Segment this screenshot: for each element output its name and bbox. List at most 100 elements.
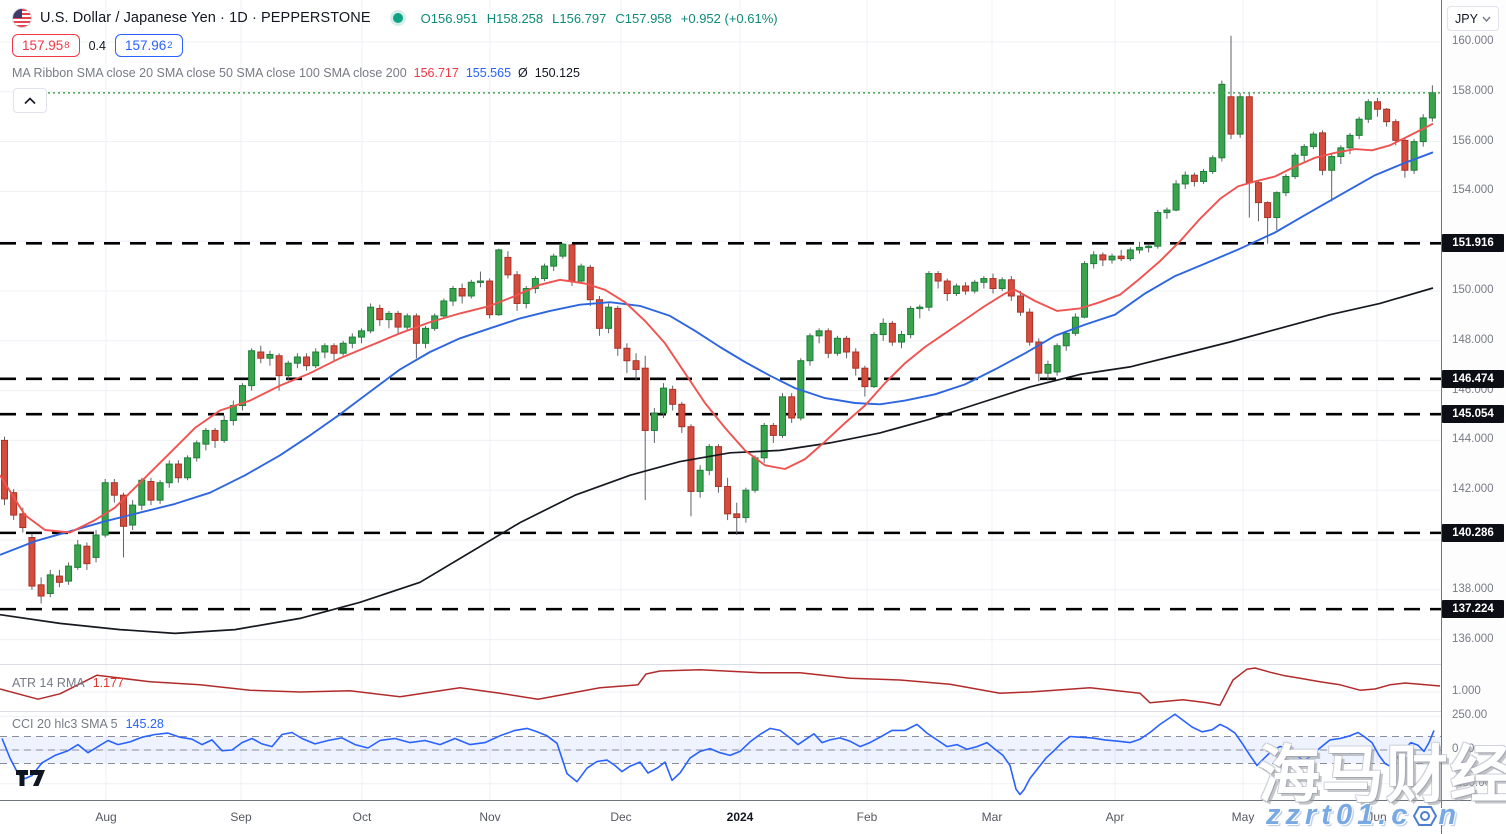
ma-ribbon-legend[interactable]: MA Ribbon SMA close 20 SMA close 50 SMA … [12,66,580,80]
candle-body [897,334,905,343]
candle-body [952,285,960,294]
chevron-up-icon [24,96,36,104]
price-tick-label: 158.000 [1452,84,1494,97]
pane-separator-atr[interactable] [0,664,1441,665]
candle-body [1126,249,1134,260]
candle-body [1355,118,1363,136]
candle-body [495,249,503,316]
ohlc-readout: O156.951 H158.258 L156.797 C157.958 +0.9… [421,11,778,26]
candle-body [714,446,722,487]
candle-body [1410,141,1418,171]
collapse-legend-button[interactable] [13,88,47,113]
symbol-title[interactable]: U.S. Dollar / Japanese Yen · 1D · PEPPER… [40,10,371,26]
candle-body [1392,121,1400,141]
candle-body [412,315,420,344]
candle-body [962,285,970,292]
candle-body [568,244,576,282]
price-level-badge: 140.286 [1442,523,1504,542]
atr-line [0,667,1441,706]
buy-ask-button[interactable]: 157.96 2 [114,34,183,57]
candle-body [110,482,118,496]
candle-body [632,360,640,370]
cci-tick-label: 250.00 [1452,709,1488,722]
cjk-watermark: 海马财经 [1258,741,1506,810]
price-tick-label: 138.000 [1452,582,1494,595]
currency-axis-selector[interactable]: JPY [1447,6,1499,31]
candle-body [339,342,347,354]
candle-body [742,489,750,519]
atr-legend[interactable]: ATR 14 RMA 1.177 [12,676,124,690]
candle-body [1383,108,1391,123]
candle-body [19,513,27,529]
candle-body [1282,175,1290,194]
candle-body [55,575,63,583]
candle-body [1190,174,1198,182]
candle-body [92,534,100,558]
site-watermark-suffix: n [1438,799,1462,831]
candle-body [101,482,109,536]
candle-body [751,457,759,491]
candle-body [193,442,201,459]
candle-body [769,424,777,436]
sma20-line [0,122,1434,534]
candle-body [1035,341,1043,374]
candle-body [65,565,73,582]
candle-body [403,315,411,328]
candle-body [705,446,713,471]
candle-body [202,429,210,445]
candle-body [550,255,558,267]
candle-body [440,300,448,317]
usd-flag-icon [12,8,32,28]
candle-body [824,330,832,354]
candle-body [367,306,375,332]
candle-body [257,351,265,359]
candle-body [1428,92,1436,119]
candle-body [238,385,246,407]
site-watermark-prefix: zzrt01.c [1266,799,1413,831]
price-level-badge: 145.054 [1442,405,1504,424]
sma20-value: 156.717 [413,66,459,80]
candle-body [1273,192,1281,219]
candle-body [513,274,521,304]
candle-body [1117,255,1125,260]
sma200-line [0,287,1434,635]
pane-separator-cci[interactable] [0,711,1441,712]
cci-tick-label: -250.00 [1452,776,1492,789]
candle-body [1007,279,1015,297]
price-tick-label: 160.000 [1452,35,1494,47]
candle-body [1181,174,1189,185]
time-axis-label: Oct [352,810,372,824]
cci-legend[interactable]: CCI 20 hlc3 SMA 5 145.28 [12,717,164,731]
time-axis-label: 2024 [726,810,754,824]
candle-body [284,362,292,377]
price-level-badge: 146.474 [1442,369,1504,388]
price-chart-canvas [0,0,1441,800]
candle-body [46,574,54,595]
price-axis[interactable]: JPY 160.000158.000156.000154.000152.0001… [1442,0,1506,800]
time-axis-label: May [1231,810,1255,824]
candle-body [147,480,155,501]
candle-body [1264,202,1272,219]
price-level-badge: 137.224 [1442,600,1504,619]
candle-body [577,265,585,282]
candle-body [1236,96,1244,135]
axis-separator [1441,0,1442,834]
candle-body [321,345,329,353]
candle-body [888,322,896,343]
tradingview-logo[interactable] [16,770,46,791]
cci-line [1,713,1435,796]
candle-body [522,288,530,304]
candle-body [1373,101,1381,110]
time-axis-label: Apr [1105,810,1125,824]
candle-body [28,537,36,587]
candle-body [815,330,823,337]
sell-bid-button[interactable]: 157.95 8 [12,34,80,57]
spread-value: 0.4 [88,38,106,53]
cci-value: 145.28 [125,717,164,731]
time-axis[interactable]: Aug Sep Oct Nov Dec 2024 Feb Mar Apr May Jun [0,800,1506,834]
time-axis-label: Aug [95,810,117,824]
hexagon-logo-icon [1413,805,1438,826]
candle-body [861,367,869,388]
candle-body [614,307,622,349]
